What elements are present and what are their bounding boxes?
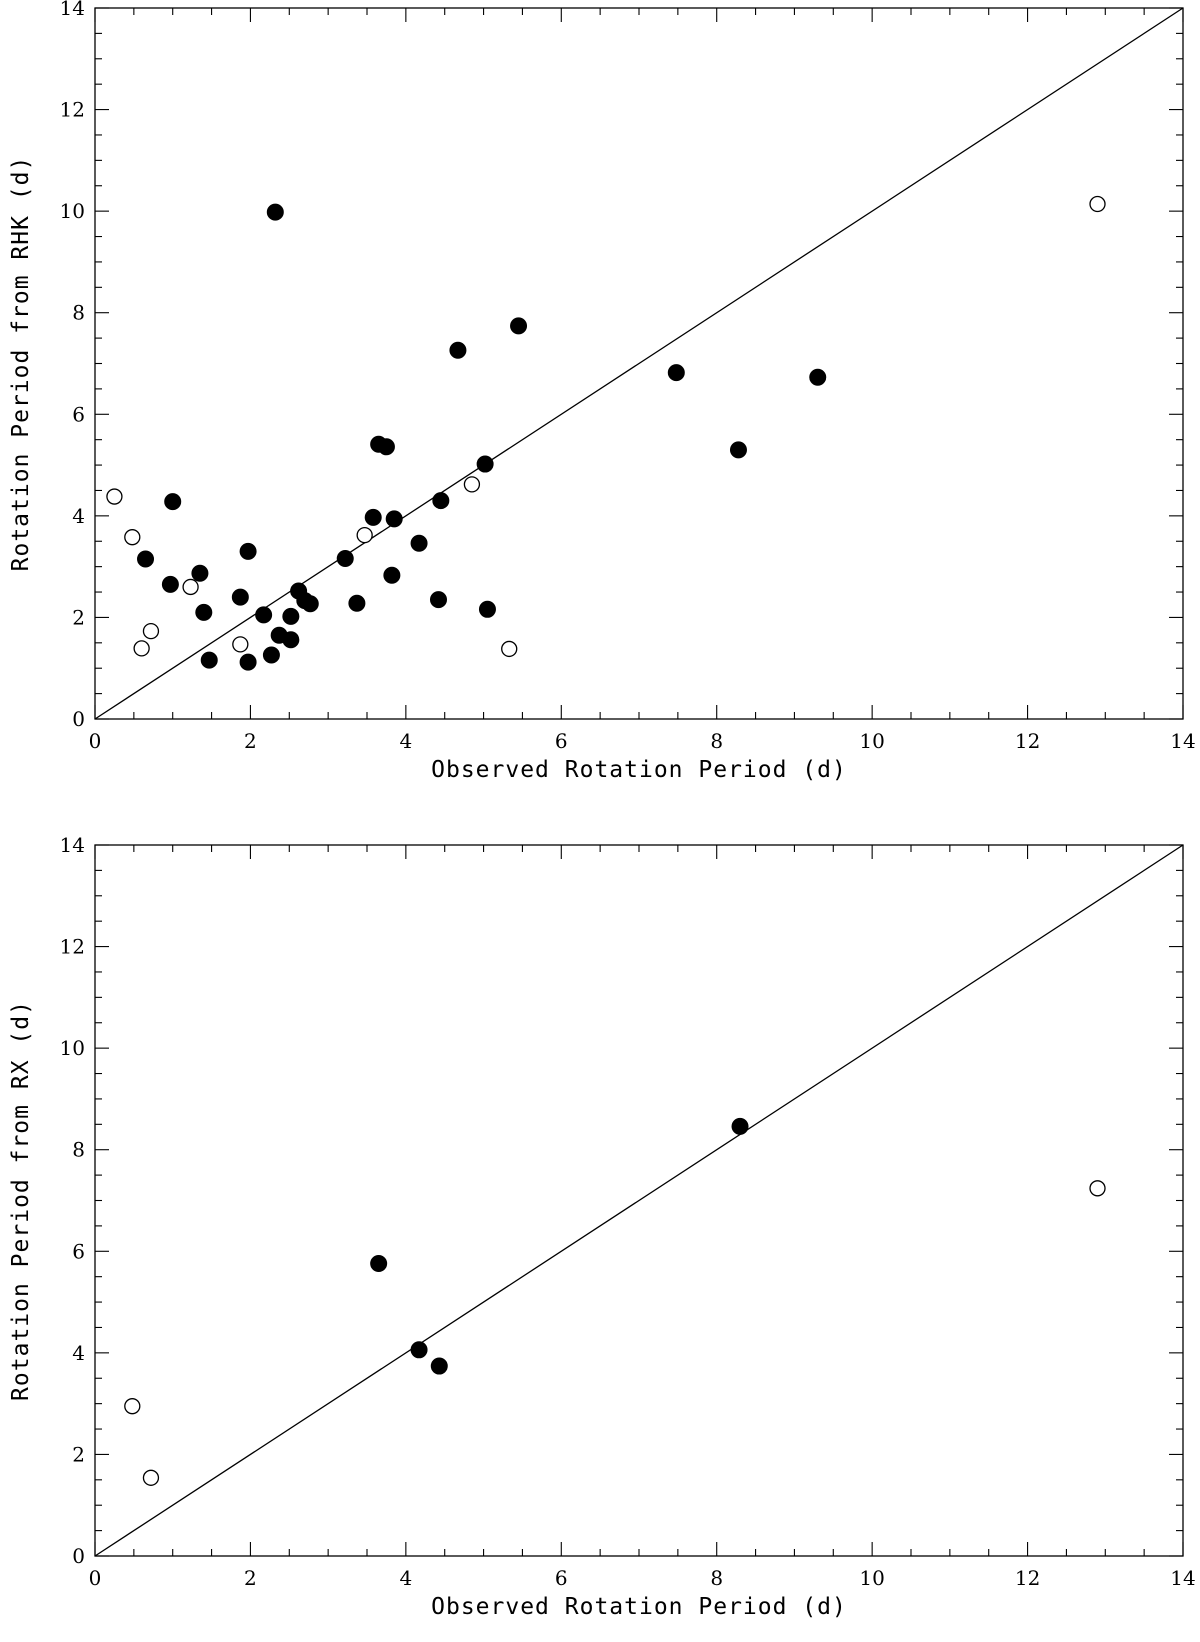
data-point-filled <box>410 534 428 552</box>
x-tick-label: 14 <box>1170 1566 1195 1590</box>
x-tick-label: 14 <box>1170 729 1195 753</box>
x-axis-title: Observed Rotation Period (d) <box>431 757 847 783</box>
y-tick-label: 4 <box>72 1341 85 1365</box>
data-point-open <box>142 1469 160 1486</box>
y-tick-label: 0 <box>72 707 85 731</box>
x-tick-label: 6 <box>555 1566 568 1590</box>
data-point-filled <box>377 438 395 456</box>
x-tick-label: 8 <box>710 1566 723 1590</box>
data-point-filled <box>266 203 284 221</box>
x-tick-label: 2 <box>244 729 257 753</box>
data-point-filled <box>161 575 179 593</box>
data-point-filled <box>262 646 280 664</box>
data-point-filled <box>449 341 467 359</box>
x-axis-title: Observed Rotation Period (d) <box>431 1594 847 1620</box>
reference-line <box>94 844 1184 1557</box>
data-point-filled <box>478 600 496 618</box>
data-point-open <box>463 476 481 493</box>
data-point-filled <box>364 508 382 526</box>
data-point-open <box>124 1398 141 1415</box>
y-axis-title: Rotation Period from RHK (d) <box>8 156 34 572</box>
x-tick-label: 12 <box>1015 1566 1040 1590</box>
data-point-open <box>124 529 141 546</box>
data-point-open <box>182 578 199 596</box>
y-tick-label: 14 <box>60 0 85 20</box>
x-tick-label: 2 <box>244 1566 257 1590</box>
y-tick-label: 12 <box>60 98 85 122</box>
data-point-filled <box>231 588 249 606</box>
x-tick-label: 6 <box>555 729 568 753</box>
data-point-filled <box>336 550 354 568</box>
y-axis-title: Rotation Period from RX (d) <box>8 1000 34 1401</box>
data-point-filled <box>731 1117 749 1135</box>
y-tick-label: 14 <box>60 833 85 857</box>
data-point-filled <box>239 653 257 671</box>
x-tick-label: 10 <box>859 1566 884 1590</box>
y-tick-label: 2 <box>72 605 85 629</box>
x-tick-label: 8 <box>710 729 723 753</box>
data-point-filled <box>137 550 155 568</box>
reference-line <box>94 7 1184 720</box>
y-tick-label: 8 <box>72 301 85 325</box>
data-point-open <box>1089 1180 1106 1197</box>
data-point-open <box>106 488 123 505</box>
y-tick-label: 8 <box>72 1138 85 1162</box>
data-point-filled <box>164 493 182 511</box>
data-point-filled <box>282 631 300 649</box>
data-point-filled <box>195 603 213 621</box>
data-point-filled <box>729 441 747 459</box>
x-tick-label: 12 <box>1015 729 1040 753</box>
data-point-filled <box>430 1357 448 1375</box>
y-tick-label: 6 <box>72 1239 85 1263</box>
y-tick-label: 12 <box>60 935 85 959</box>
data-point-open <box>133 640 150 657</box>
data-point-filled <box>385 510 403 528</box>
y-tick-label: 10 <box>60 1036 85 1060</box>
x-tick-label: 0 <box>89 1566 102 1590</box>
data-point-open <box>356 527 373 544</box>
x-tick-label: 10 <box>859 729 884 753</box>
data-point-filled <box>432 492 450 510</box>
panel-top: 0 2 4 6 8 10 12 14 0 2 4 6 8 10 12 14 Observed Rotation … <box>8 0 1196 783</box>
data-point-open <box>501 640 518 658</box>
data-point-filled <box>476 455 494 473</box>
panel-bottom: 0 2 4 6 8 10 12 14 0 2 4 6 8 10 12 14 Observed Rotation … <box>8 833 1196 1620</box>
data-point-filled <box>348 594 366 612</box>
data-point-filled <box>383 566 401 584</box>
x-tick-label: 4 <box>399 729 412 753</box>
data-point-filled <box>370 1254 388 1272</box>
data-point-filled <box>510 317 528 335</box>
data-point-filled <box>191 564 209 582</box>
data-point-filled <box>410 1341 428 1359</box>
data-point-open <box>232 636 249 653</box>
data-point-filled <box>239 542 257 560</box>
data-point-open <box>142 622 160 640</box>
x-tick-label: 0 <box>89 729 102 753</box>
data-point-filled <box>200 651 218 669</box>
data-point-filled <box>429 591 447 609</box>
data-point-filled <box>255 606 273 624</box>
y-tick-label: 4 <box>72 504 85 528</box>
data-point-filled <box>667 364 685 382</box>
x-tick-label: 4 <box>399 1566 412 1590</box>
y-tick-label: 2 <box>72 1442 85 1466</box>
data-point-filled <box>301 595 319 613</box>
data-point-open <box>1089 195 1106 213</box>
y-tick-label: 6 <box>72 402 85 426</box>
y-tick-label: 0 <box>72 1544 85 1568</box>
y-tick-label: 10 <box>60 199 85 223</box>
data-point-filled <box>809 368 827 386</box>
data-point-filled <box>282 607 300 625</box>
